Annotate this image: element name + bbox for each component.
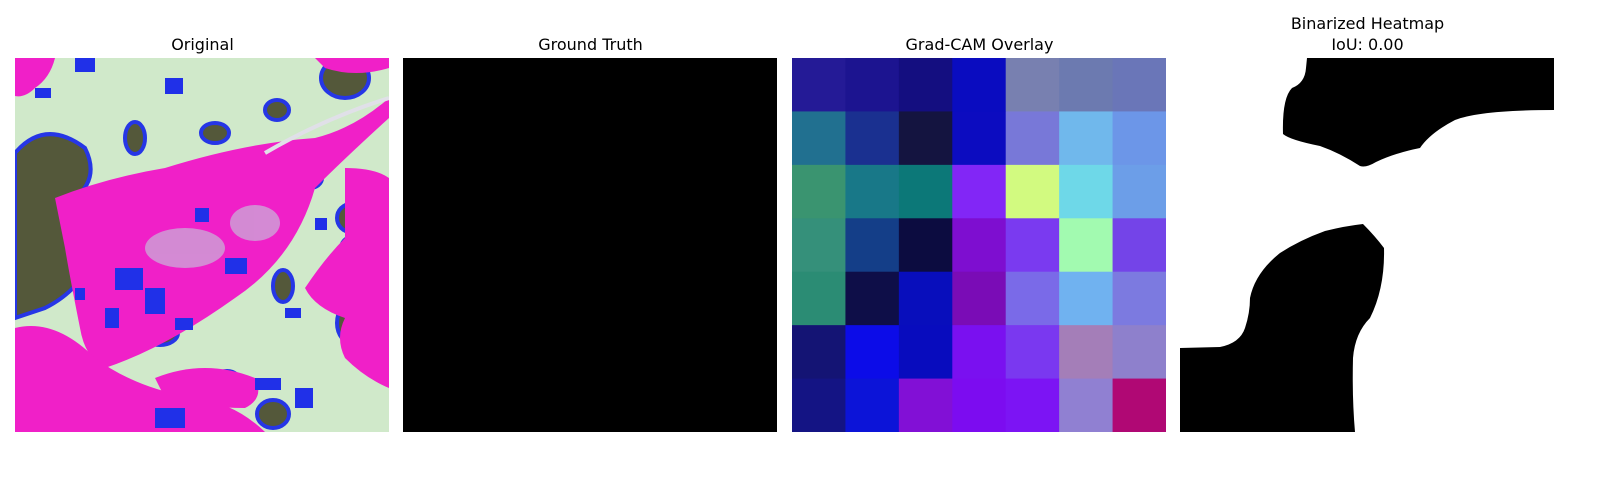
gradcam-cell — [898, 58, 953, 112]
gradcam-cell — [792, 271, 846, 326]
gradcam-cell — [1112, 58, 1166, 112]
gradcam-cell — [792, 218, 846, 273]
binarized-heatmap — [1180, 58, 1554, 432]
gradcam-cell — [845, 164, 900, 219]
gradcam-cell — [898, 218, 953, 273]
gradcam-cell — [898, 378, 953, 432]
gradcam-cell — [845, 325, 900, 380]
gradcam-cell — [1005, 58, 1060, 112]
gradcam-cell — [1059, 111, 1114, 166]
upper-mask-region — [1282, 58, 1554, 167]
gradcam-cell — [845, 218, 900, 273]
binarized-heatmap-title: Binarized Heatmap — [1290, 14, 1445, 33]
gradcam-overlay-title: Grad-CAM Overlay — [905, 35, 1054, 54]
ground-truth-mask — [403, 58, 777, 432]
gradcam-cell — [1112, 271, 1166, 326]
gradcam-cell — [952, 164, 1007, 219]
gradcam-cell — [845, 378, 900, 432]
gradcam-cell — [1112, 378, 1166, 432]
gradcam-cell — [1112, 218, 1166, 273]
gradcam-cell — [845, 111, 900, 166]
gradcam-cell — [952, 325, 1007, 380]
iou-label: IoU: 0.00 — [1331, 35, 1404, 54]
gradcam-cell — [952, 58, 1007, 112]
gradcam-cell — [845, 271, 900, 326]
gradcam-cell — [898, 271, 953, 326]
gradcam-cell — [792, 164, 846, 219]
gradcam-cell — [1112, 325, 1166, 380]
gradcam-cell — [1005, 164, 1060, 219]
gradcam-cell — [845, 58, 900, 112]
gradcam-cell — [1059, 271, 1114, 326]
gradcam-cell — [792, 325, 846, 380]
ground-truth-title: Ground Truth — [538, 35, 643, 54]
gradcam-cell — [792, 111, 846, 166]
lower-mask-region — [1180, 224, 1385, 432]
gradcam-cell — [1059, 378, 1114, 432]
gradcam-cell — [1059, 325, 1114, 380]
gradcam-cell — [952, 218, 1007, 273]
gradcam-cell — [1112, 164, 1166, 219]
gradcam-cell — [792, 378, 846, 432]
gradcam-cell — [1059, 164, 1114, 219]
gradcam-cell — [952, 111, 1007, 166]
original-title: Original — [171, 35, 234, 54]
gradcam-cell — [1005, 218, 1060, 273]
gradcam-cell — [898, 111, 953, 166]
gradcam-cell — [1112, 111, 1166, 166]
gradcam-cell — [1005, 111, 1060, 166]
gradcam-cell — [1005, 378, 1060, 432]
gradcam-cell — [898, 164, 953, 219]
gradcam-cell — [792, 58, 846, 112]
gradcam-overlay-grid — [792, 58, 1166, 432]
gradcam-cell — [898, 325, 953, 380]
gradcam-cell — [1059, 58, 1114, 112]
gradcam-cell — [1059, 218, 1114, 273]
gradcam-cell — [952, 271, 1007, 326]
gradcam-cell — [1005, 325, 1060, 380]
original-image — [15, 58, 389, 432]
gradcam-cell — [1005, 271, 1060, 326]
gradcam-cell — [952, 378, 1007, 432]
